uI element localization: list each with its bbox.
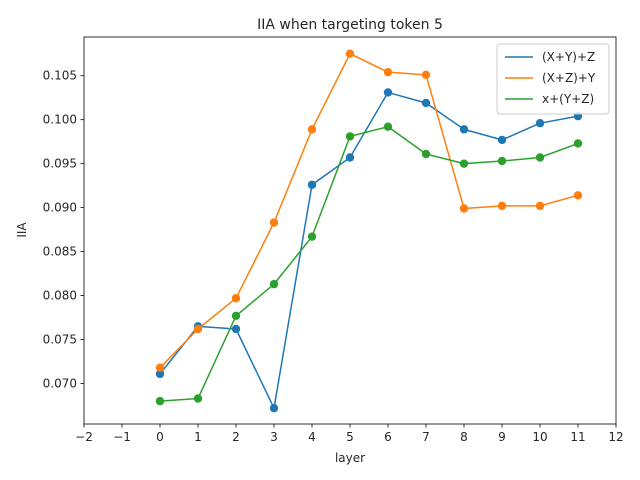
x-tick-label: 4 bbox=[308, 430, 316, 444]
x-axis-label: layer bbox=[335, 451, 365, 465]
x-tick-label: 7 bbox=[422, 430, 430, 444]
y-tick-label: 0.075 bbox=[43, 333, 77, 347]
data-point bbox=[155, 369, 165, 379]
x-tick-label: 2 bbox=[232, 430, 240, 444]
data-point bbox=[345, 153, 355, 162]
data-point bbox=[307, 180, 317, 189]
data-point bbox=[193, 394, 203, 403]
x-tick-label: 1 bbox=[194, 430, 202, 444]
series-line-2 bbox=[159, 52, 579, 369]
data-point bbox=[383, 67, 393, 77]
chart-title: IIA when targeting token 5 bbox=[257, 17, 443, 33]
x-tick-label: −2 bbox=[75, 430, 93, 444]
y-tick-label: 0.105 bbox=[43, 69, 77, 83]
data-point bbox=[345, 49, 355, 58]
plot-frame bbox=[83, 36, 617, 425]
data-point bbox=[535, 153, 545, 162]
y-axis-label: IIA bbox=[15, 222, 29, 238]
data-point bbox=[497, 135, 507, 145]
x-tick-label: −1 bbox=[113, 430, 131, 444]
data-point bbox=[193, 324, 203, 334]
data-point bbox=[383, 88, 393, 97]
x-tick-label: 5 bbox=[346, 430, 354, 444]
x-tick-label: 0 bbox=[156, 430, 164, 444]
series-line-3 bbox=[159, 125, 579, 402]
data-point bbox=[231, 294, 241, 303]
data-point bbox=[307, 232, 317, 241]
data-point bbox=[421, 98, 431, 108]
y-tick-label: 0.100 bbox=[43, 113, 77, 127]
x-tick-label: 11 bbox=[570, 430, 585, 444]
data-point bbox=[459, 204, 469, 213]
x-tick-label: 10 bbox=[532, 430, 547, 444]
data-point bbox=[269, 279, 279, 289]
data-point bbox=[345, 132, 355, 141]
data-point bbox=[535, 201, 545, 211]
legend-label-3: x+(Y+Z) bbox=[542, 92, 594, 106]
y-tick-label: 0.095 bbox=[43, 157, 77, 171]
data-point bbox=[497, 156, 507, 166]
legend-label-1: (X+Y)+Z bbox=[542, 50, 595, 64]
x-tick-label: 6 bbox=[384, 430, 392, 444]
data-point bbox=[269, 403, 279, 413]
data-point bbox=[383, 122, 393, 131]
data-point bbox=[269, 218, 279, 227]
x-tick-label: 3 bbox=[270, 430, 278, 444]
y-tick-label: 0.080 bbox=[43, 289, 77, 303]
data-point bbox=[421, 70, 431, 80]
data-point bbox=[307, 125, 317, 134]
y-tick-label: 0.090 bbox=[43, 201, 77, 215]
data-point bbox=[573, 191, 583, 200]
legend-box bbox=[496, 43, 610, 115]
data-point bbox=[231, 324, 241, 334]
data-point bbox=[459, 159, 469, 168]
y-tick-label: 0.070 bbox=[43, 377, 77, 391]
x-tick-label: 9 bbox=[498, 430, 506, 444]
x-axis-ticks: −2 −1 0 1 2 3 4 5 6 7 8 9 10 11 12 bbox=[75, 424, 624, 444]
series-layer bbox=[155, 49, 583, 413]
data-point bbox=[497, 201, 507, 211]
data-point bbox=[231, 311, 241, 321]
legend-label-2: (X+Z)+Y bbox=[542, 71, 596, 85]
y-axis-ticks: 0.070 0.075 0.080 0.085 0.090 0.095 0.100 0.105 bbox=[43, 69, 84, 391]
data-point bbox=[421, 149, 431, 159]
data-point bbox=[155, 396, 165, 406]
legend: (X+Y)+Z (X+Z)+Y x+(Y+Z) bbox=[496, 43, 610, 115]
data-point bbox=[535, 118, 545, 128]
data-point bbox=[155, 363, 165, 372]
data-point bbox=[459, 125, 469, 134]
y-tick-label: 0.085 bbox=[43, 245, 77, 259]
x-tick-label: 12 bbox=[608, 430, 623, 444]
data-point bbox=[573, 139, 583, 148]
x-tick-label: 8 bbox=[460, 430, 468, 444]
